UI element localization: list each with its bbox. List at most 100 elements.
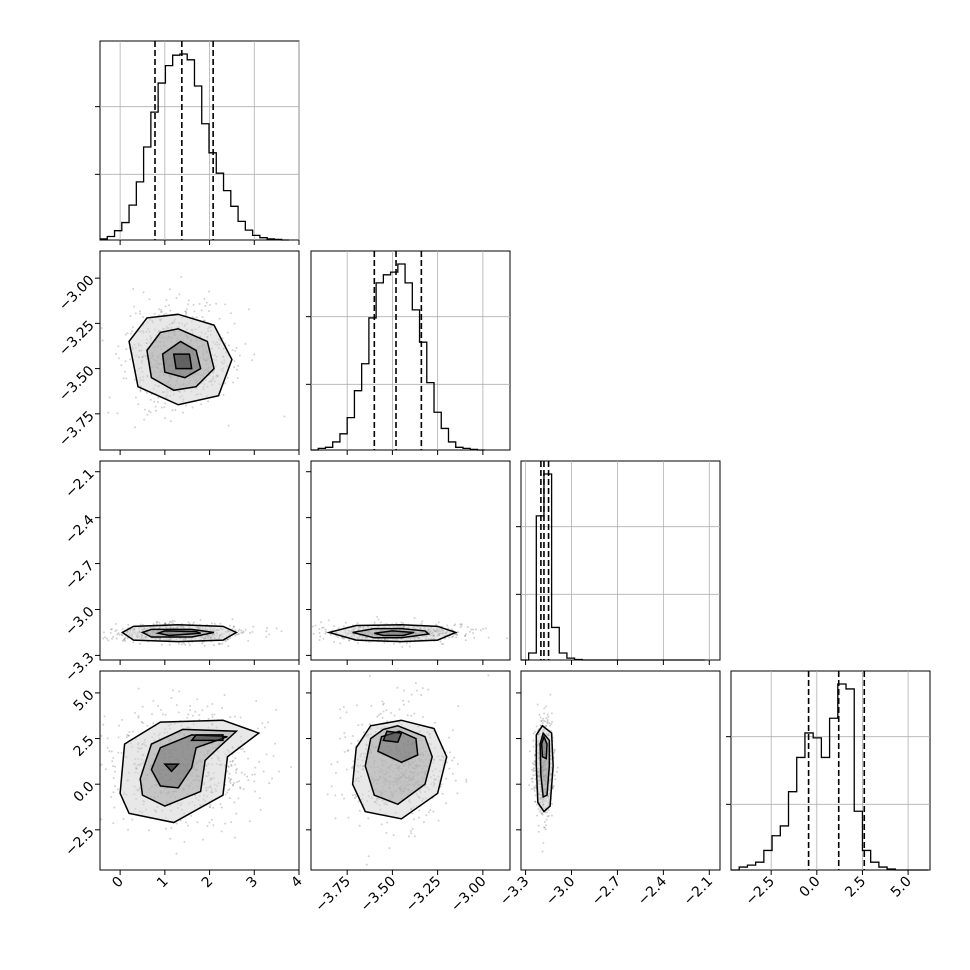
sample-point [365,863,368,866]
sample-point [343,732,346,735]
sample-point [240,629,243,632]
x-tick-label: −2.1 [681,874,716,909]
sample-point [388,847,391,850]
sample-point [254,790,257,793]
sample-point [192,303,195,306]
sample-point [234,757,237,760]
sample-point [410,693,413,696]
sample-point [342,637,345,640]
y-tick-label: −3.00 [56,272,98,314]
sample-point [300,627,302,629]
sample-point [460,624,463,627]
sample-point [207,310,210,313]
x-tick-label: 2 [199,874,217,892]
sample-point [545,717,548,720]
sample-point [413,835,416,838]
sample-point [201,316,204,319]
sample-point [212,806,215,809]
sample-point [211,713,214,716]
panel-frame [99,40,300,241]
sample-point [263,726,266,729]
sample-point [107,411,110,414]
sample-point [367,855,370,858]
sample-point [187,299,190,302]
sample-point [456,792,459,795]
sample-point [367,817,370,820]
sample-point [180,643,183,646]
sample-point [538,810,541,813]
sample-point [312,632,315,635]
contour-line [150,734,228,789]
sample-point [544,811,547,814]
sample-point [552,784,555,787]
sample-point [189,709,192,712]
sample-point [112,776,115,779]
panel-hist-1 [306,250,511,455]
sample-point [457,631,460,634]
sample-point [111,760,114,763]
sample-point [93,780,95,782]
sample-point [274,742,277,745]
contour-line [540,734,548,760]
sample-point [337,627,340,630]
sample-point [537,824,540,827]
sample-point [98,631,100,633]
sample-point [266,627,269,630]
sample-point [224,382,227,385]
sample-point [227,645,230,648]
sample-point [265,753,268,756]
y-tick-label: −3.50 [56,363,98,405]
sample-point [211,715,214,718]
sample-point [456,762,459,765]
sample-point [125,377,128,380]
sample-point [227,344,230,347]
sample-point [83,760,85,762]
sample-point [551,721,554,724]
sample-point [103,636,106,639]
sample-point [336,761,339,764]
sample-point [271,777,274,780]
sample-point [103,715,106,718]
sample-point [227,765,230,768]
sample-point [209,303,212,306]
sample-point [432,810,435,813]
sample-point [543,712,546,715]
sample-point [198,714,201,717]
sample-point [185,314,188,317]
sample-point [127,623,130,626]
sample-point [232,381,235,384]
sample-point [445,802,448,805]
sample-point [533,789,536,792]
density-layer [326,674,490,866]
sample-point [177,642,180,645]
sample-point [140,721,143,724]
sample-point [236,633,239,636]
sample-point [551,802,554,805]
sample-point [219,803,222,806]
sample-point [348,639,351,642]
sample-point [130,330,133,333]
sample-point [98,641,100,643]
sample-point [247,308,250,311]
sample-point [192,621,195,624]
sample-point [398,708,401,711]
contour-line [120,624,239,643]
sample-point [533,787,536,790]
sample-point [139,390,142,393]
sample-point [358,809,361,812]
sample-point [268,782,271,785]
sample-point [133,378,136,381]
sample-point [552,751,555,754]
sample-point [236,781,239,784]
sample-point [335,635,338,638]
sample-point [189,705,192,708]
sample-point [207,717,210,720]
sample-point [235,771,238,774]
sample-point [104,768,107,771]
sample-point [212,644,215,647]
sample-point [164,622,167,625]
sample-point [221,337,224,340]
sample-point [116,412,119,415]
sample-point [165,312,168,315]
sample-point [433,721,436,724]
